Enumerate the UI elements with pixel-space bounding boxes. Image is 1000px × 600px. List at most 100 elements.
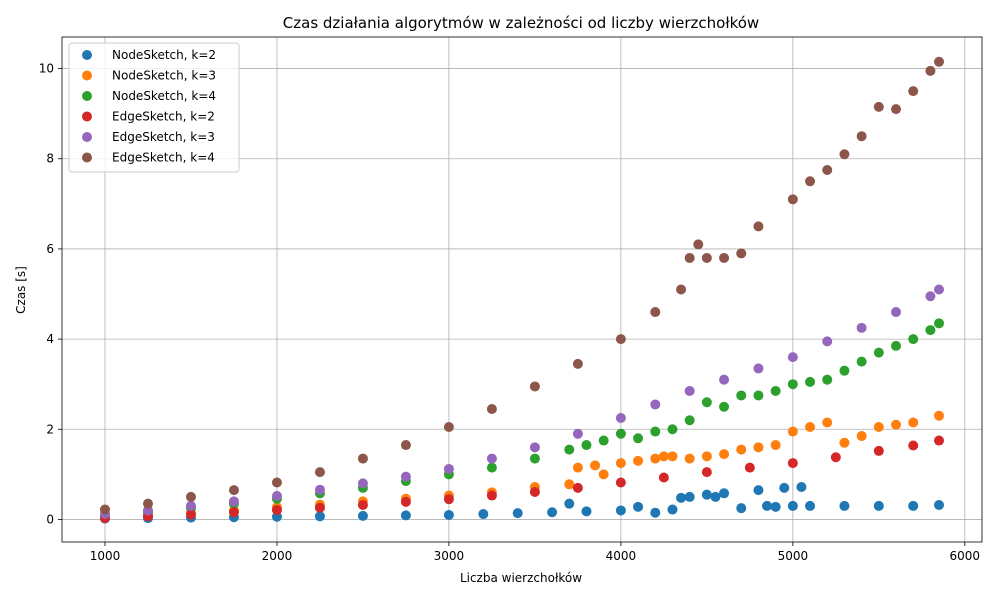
data-point [486, 490, 497, 501]
data-point [934, 56, 945, 67]
legend-entry: NodeSketch, k=2 [112, 48, 216, 62]
data-point [701, 451, 712, 462]
data-point [684, 415, 695, 426]
data-point [873, 445, 884, 456]
y-axis-label: Czas [s] [14, 266, 28, 314]
data-point [581, 506, 592, 517]
legend-marker [82, 91, 92, 101]
data-point [684, 385, 695, 396]
data-point [822, 165, 833, 176]
data-point [314, 467, 325, 478]
data-point [564, 479, 575, 490]
legend-marker [82, 111, 92, 122]
data-point [822, 336, 833, 347]
data-point [633, 501, 644, 512]
data-point [633, 455, 644, 466]
data-point [830, 452, 841, 463]
data-points [99, 56, 945, 524]
data-point [934, 410, 945, 421]
y-tick-label: 4 [46, 332, 54, 346]
legend-entry: EdgeSketch, k=3 [112, 130, 215, 144]
data-point [770, 385, 781, 396]
data-point [185, 509, 196, 520]
data-point [934, 435, 945, 446]
data-point [779, 482, 790, 493]
data-point [744, 462, 755, 473]
data-point [925, 65, 936, 76]
data-point [400, 440, 411, 451]
data-point [719, 374, 730, 385]
data-point [891, 307, 902, 318]
data-point [787, 352, 798, 363]
data-point [822, 374, 833, 385]
series-4 [99, 284, 945, 520]
data-point [572, 482, 583, 493]
data-point [667, 424, 678, 435]
data-point [908, 86, 919, 97]
x-tick-label: 6000 [950, 549, 981, 563]
data-point [839, 437, 850, 448]
data-point [650, 307, 661, 318]
legend-entry: EdgeSketch, k=4 [112, 151, 215, 165]
data-point [443, 422, 454, 433]
data-point [529, 381, 540, 392]
data-point [805, 422, 816, 433]
data-point [271, 477, 282, 488]
data-point [667, 451, 678, 462]
data-point [684, 453, 695, 464]
data-point [873, 422, 884, 433]
data-point [719, 401, 730, 412]
data-point [891, 104, 902, 115]
data-point [443, 509, 454, 520]
data-point [357, 453, 368, 464]
data-point [615, 428, 626, 439]
data-point [185, 500, 196, 511]
legend-entry: NodeSketch, k=3 [112, 69, 216, 83]
data-point [443, 494, 454, 505]
x-tick-label: 3000 [434, 549, 465, 563]
data-point [710, 491, 721, 502]
data-point [564, 444, 575, 455]
data-point [805, 176, 816, 187]
data-point [581, 440, 592, 451]
data-point [676, 492, 687, 503]
data-point [753, 390, 764, 401]
plot-frame [61, 36, 983, 543]
data-point [478, 509, 489, 520]
data-point [787, 379, 798, 390]
data-point [684, 491, 695, 502]
data-point [572, 462, 583, 473]
data-point [564, 498, 575, 509]
legend-marker [82, 70, 92, 81]
data-point [805, 376, 816, 387]
data-point [719, 449, 730, 460]
data-point [572, 428, 583, 439]
data-point [529, 453, 540, 464]
data-point [934, 284, 945, 295]
data-point [805, 500, 816, 511]
x-tick-label: 4000 [606, 549, 637, 563]
data-point [271, 504, 282, 515]
data-point [753, 221, 764, 232]
data-point [598, 435, 609, 446]
data-point [873, 101, 884, 112]
data-point [736, 503, 747, 514]
data-point [796, 481, 807, 492]
data-point [839, 500, 850, 511]
data-point [615, 334, 626, 345]
data-point [615, 413, 626, 424]
series-3 [99, 435, 945, 524]
data-point [753, 485, 764, 496]
data-point [650, 426, 661, 437]
data-point [314, 502, 325, 513]
series-5 [99, 56, 945, 515]
data-point [400, 496, 411, 507]
data-point [676, 284, 687, 295]
data-point [547, 507, 558, 518]
data-point [908, 417, 919, 428]
data-point [486, 453, 497, 464]
data-point [142, 498, 153, 509]
data-point [486, 462, 497, 473]
data-point [650, 507, 661, 518]
